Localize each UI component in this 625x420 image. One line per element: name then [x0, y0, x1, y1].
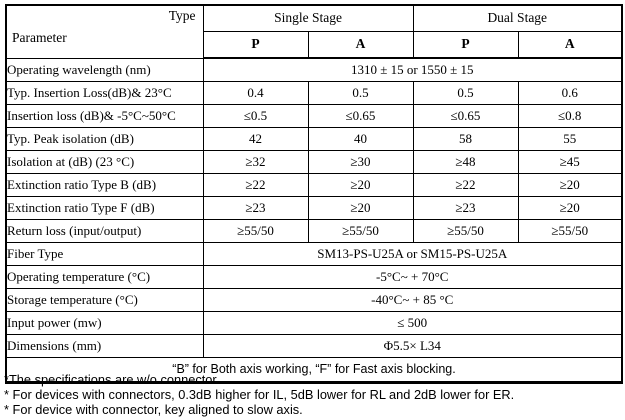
spec-value-cell: ≥32 — [202, 150, 309, 174]
spec-value-cell: ≥55/50 — [517, 219, 623, 243]
spec-value-cell: 1310 ± 15 or 1550 ± 15 — [202, 57, 623, 82]
row-label: Isolation at (dB) (23 °C) — [5, 150, 204, 174]
spec-value-cell: ≥55/50 — [412, 219, 519, 243]
table-row: Dimensions (mm) Φ5.5× L34 — [5, 334, 623, 358]
row-label: Extinction ratio Type F (dB) — [5, 196, 204, 220]
table-row: Fiber Type SM13-PS-U25A or SM15-PS-U25A — [5, 242, 623, 266]
spec-value-cell: SM13-PS-U25A or SM15-PS-U25A — [202, 242, 623, 266]
header-row-subcolumns: P A P A — [6, 31, 623, 59]
spec-value-cell: ≥20 — [307, 173, 414, 197]
axis-note-text: “B” for Both axis working, “F” for Fast … — [5, 357, 623, 383]
row-label: Fiber Type — [5, 242, 204, 266]
column-group-single-stage: Single Stage — [202, 4, 414, 32]
subcolumn-single-p: P — [202, 31, 309, 59]
subcolumn-single-a: A — [307, 31, 414, 59]
corner-cell: Type Parameter — [5, 4, 204, 59]
header-row-groups: Type Parameter Single Stage Dual Stage — [5, 4, 623, 59]
row-label: Operating temperature (°C) — [5, 265, 204, 289]
spec-value-cell: ≥55/50 — [202, 219, 309, 243]
spec-value-cell: ≥20 — [517, 196, 623, 220]
spec-value-cell: 58 — [412, 127, 519, 151]
spec-value-cell: ≤ 500 — [202, 311, 623, 335]
spec-value-cell: ≥20 — [517, 173, 623, 197]
spec-value-cell: ≥30 — [307, 150, 414, 174]
spec-value-cell: 55 — [517, 127, 623, 151]
table-row: Return loss (input/output) ≥55/50 ≥55/50… — [5, 219, 623, 243]
table-row: Storage temperature (°C) -40°C~ + 85 °C — [5, 288, 623, 312]
row-label: Storage temperature (°C) — [5, 288, 204, 312]
table-row: Extinction ratio Type B (dB) ≥22 ≥20 ≥22… — [5, 173, 623, 197]
spec-value-cell: ≥23 — [412, 196, 519, 220]
table-row: Extinction ratio Type F (dB) ≥23 ≥20 ≥23… — [5, 196, 623, 220]
footnote-line: * For devices with connectors, 0.3dB hig… — [4, 387, 515, 402]
column-group-dual-stage: Dual Stage — [412, 4, 623, 32]
subcolumn-dual-p: P — [412, 31, 519, 59]
table-row: Operating temperature (°C) -5°C~ + 70°C — [5, 265, 623, 289]
table-row: Typ. Peak isolation (dB) 42 40 58 55 — [5, 127, 623, 151]
spec-value-cell: ≤0.65 — [412, 104, 519, 128]
spec-value-cell: ≤0.65 — [307, 104, 414, 128]
row-label: Return loss (input/output) — [5, 219, 204, 243]
table-row: Insertion loss (dB)& -5°C~50°C ≤0.5 ≤0.6… — [5, 104, 623, 128]
spec-value-cell: -5°C~ + 70°C — [202, 265, 623, 289]
row-label: Typ. Insertion Loss(dB)& 23°C — [5, 81, 204, 105]
spec-value-cell: 40 — [307, 127, 414, 151]
spec-value-cell: ≥45 — [517, 150, 623, 174]
table-row: Operating wavelength (nm) 1310 ± 15 or 1… — [5, 57, 623, 82]
spec-value-cell: 0.5 — [412, 81, 519, 105]
row-label: Input power (mw) — [5, 311, 204, 335]
table-row: Isolation at (dB) (23 °C) ≥32 ≥30 ≥48 ≥4… — [5, 150, 623, 174]
spec-value-cell: ≥22 — [412, 173, 519, 197]
footnotes: *The specifications are w/o connector. *… — [4, 372, 514, 417]
table-row: Typ. Insertion Loss(dB)& 23°C 0.4 0.5 0.… — [5, 81, 623, 105]
spec-value-cell: Φ5.5× L34 — [202, 334, 623, 358]
row-label: Insertion loss (dB)& -5°C~50°C — [5, 104, 204, 128]
spec-value-cell: 0.4 — [202, 81, 309, 105]
row-label: Typ. Peak isolation (dB) — [5, 127, 204, 151]
corner-type-label: Type — [168, 8, 196, 23]
spec-value-cell: 42 — [202, 127, 309, 151]
spec-value-cell: ≥23 — [202, 196, 309, 220]
spec-value-cell: ≤0.5 — [202, 104, 309, 128]
row-label: Dimensions (mm) — [5, 334, 204, 358]
spec-value-cell: ≥22 — [202, 173, 309, 197]
corner-parameter-label: Parameter — [12, 29, 67, 45]
footnote-line: *The specifications are w/o connector. — [4, 372, 220, 387]
spec-value-cell: ≥20 — [307, 196, 414, 220]
row-label: Operating wavelength (nm) — [5, 57, 204, 82]
spec-value-cell: ≤0.8 — [517, 104, 623, 128]
spec-value-cell: 0.6 — [517, 81, 623, 105]
spec-value-cell: ≥55/50 — [307, 219, 414, 243]
row-label: Extinction ratio Type B (dB) — [5, 173, 204, 197]
subcolumn-dual-a: A — [517, 31, 623, 59]
footnote-line: * For device with connector, key aligned… — [4, 402, 303, 417]
spec-value-cell: -40°C~ + 85 °C — [202, 288, 623, 312]
spec-table: Type Parameter Single Stage Dual Stage P… — [5, 4, 623, 384]
table-note-row: “B” for Both axis working, “F” for Fast … — [5, 357, 623, 383]
spec-value-cell: ≥48 — [412, 150, 519, 174]
table-row: Input power (mw) ≤ 500 — [5, 311, 623, 335]
spec-value-cell: 0.5 — [307, 81, 414, 105]
